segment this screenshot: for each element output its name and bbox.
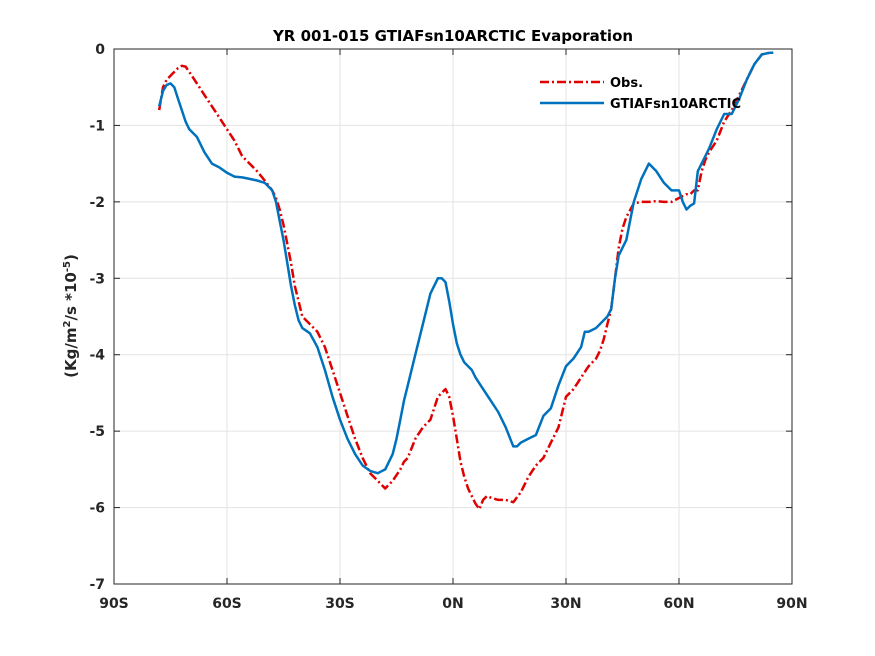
legend-label-gtiafsn10arctic: GTIAFsn10ARCTIC [610, 97, 741, 112]
y-tick-label: -4 [89, 348, 105, 364]
x-tick-label: 90S [99, 596, 129, 612]
y-tick-labels: 0 -1 -2 -3 -4 -5 -6 -7 [89, 42, 105, 593]
tick-marks [113, 48, 793, 585]
legend: Obs. GTIAFsn10ARCTIC [540, 76, 741, 112]
x-tick-label: 60S [212, 596, 242, 612]
y-tick-label: -5 [89, 424, 105, 440]
x-tick-label: 60N [663, 596, 694, 612]
y-tick-label: -1 [89, 118, 105, 134]
y-tick-label: -7 [89, 577, 105, 593]
y-axis-label: (Kg/m2/s *10-5) [62, 254, 80, 378]
legend-label-obs: Obs. [610, 76, 643, 91]
x-tick-labels: 90S 60S 30S 0N 30N 60N 90N [99, 596, 807, 612]
x-tick-label: 30S [325, 596, 355, 612]
chart-title: YR 001-015 GTIAFsn10ARCTIC Evaporation [272, 27, 633, 45]
series-line-gtiafsn10arctic [157, 51, 774, 475]
series-line-obs [157, 51, 774, 511]
y-tick-label: 0 [95, 42, 105, 58]
y-tick-label: -3 [89, 271, 105, 287]
y-tick-label: -6 [89, 501, 105, 517]
y-tick-label: -2 [89, 195, 105, 211]
x-tick-label: 30N [550, 596, 581, 612]
x-tick-label: 0N [442, 596, 463, 612]
series-layer [157, 51, 774, 511]
x-tick-label: 90N [776, 596, 807, 612]
